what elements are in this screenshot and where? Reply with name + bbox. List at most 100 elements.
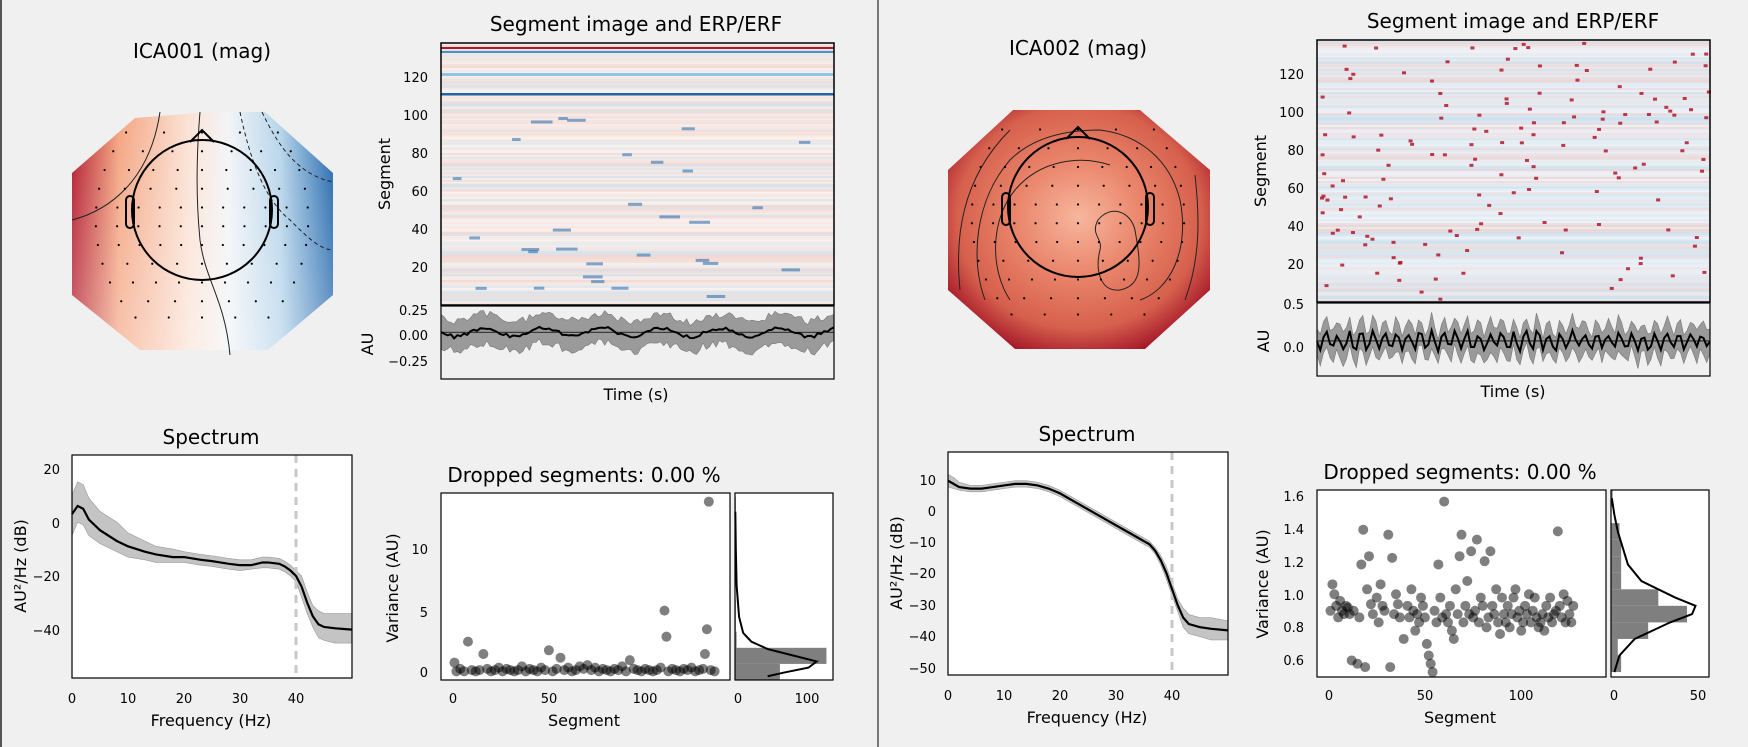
sensor-dot [267, 316, 270, 319]
image-blob [1319, 196, 1324, 200]
segment-image-bg [1317, 40, 1710, 302]
spectrum-xtick: 0 [944, 689, 952, 704]
image-row [441, 270, 834, 273]
image-blob [1584, 68, 1589, 72]
image-blob [1343, 195, 1348, 199]
image-row [441, 212, 834, 215]
scatter-point [1552, 526, 1563, 537]
image-band [441, 73, 834, 76]
topomap-ica002 [948, 110, 1210, 349]
image-row [1317, 180, 1710, 183]
sensor-dot [273, 168, 277, 172]
scatter-point [1441, 609, 1452, 620]
scatter-point [1456, 529, 1467, 540]
sensor-dot [117, 243, 120, 247]
image-blob [1638, 262, 1643, 266]
image-row [441, 285, 834, 288]
image-row [441, 44, 834, 48]
image-blob [1670, 274, 1675, 278]
image-blob [1653, 97, 1658, 101]
image-row [441, 193, 834, 196]
image-ytick: 60 [1287, 182, 1304, 197]
image-row [1317, 269, 1710, 272]
sensor-dot [222, 206, 225, 209]
spectrum-frame [947, 451, 1229, 676]
image-row [441, 220, 834, 222]
image-blob [1469, 143, 1474, 147]
spectrum-ylabel: AU²/Hz (dB) [887, 516, 906, 610]
image-blob [1370, 237, 1375, 241]
image-blob [1575, 78, 1580, 82]
image-blob [1454, 233, 1459, 237]
image-blob [798, 140, 811, 144]
sensor-dot [1056, 240, 1059, 244]
sensor-dot [1028, 165, 1031, 169]
sensor-dot [1160, 240, 1163, 244]
image-row [1317, 246, 1710, 249]
image-row [441, 178, 834, 180]
image-blob [1448, 229, 1453, 233]
image-row [441, 112, 834, 115]
spectrum-xlabel: Frequency (Hz) [1027, 708, 1148, 727]
image-blob [1664, 105, 1669, 109]
image-row [441, 288, 834, 290]
image-row [441, 77, 834, 80]
image-blob [512, 138, 521, 142]
spectrum-xtick: 40 [1164, 689, 1181, 704]
image-row [1317, 90, 1710, 92]
image-xlabel: Time (s) [1479, 382, 1545, 401]
image-blob [1560, 251, 1565, 255]
scatter-point [1373, 617, 1384, 628]
image-row [1317, 286, 1710, 289]
image-blob [1531, 121, 1536, 125]
scatter-point [462, 636, 473, 647]
image-row [441, 206, 834, 209]
scatter-point [1398, 633, 1409, 644]
image-row [441, 145, 834, 147]
image-blob [1600, 117, 1605, 121]
image-blob [706, 294, 726, 298]
head-ear-right [269, 195, 279, 229]
image-blob [1616, 176, 1621, 180]
image-row [441, 233, 834, 236]
spectrum-xtick: 20 [1052, 689, 1069, 704]
segment-image-stripes [1317, 40, 1711, 303]
hist-xtick: 100 [795, 692, 820, 707]
image-row [1317, 265, 1710, 267]
sensor-dot [278, 187, 281, 190]
image-row [441, 139, 834, 142]
sensor-dot [167, 316, 170, 319]
scatter-point [478, 648, 489, 659]
image-blob [1504, 101, 1509, 105]
sensor-dot [1076, 147, 1080, 150]
hist-xticks: 0 50 [1610, 689, 1706, 704]
erp-trace [1316, 312, 1711, 369]
image-blob [1347, 111, 1352, 115]
sensor-dot [154, 281, 158, 284]
image-row [1317, 217, 1710, 219]
sensor-dot [1076, 165, 1080, 169]
image-blob [1479, 222, 1484, 226]
image-blob [1430, 152, 1435, 156]
dropped-ytick: 1.6 [1283, 490, 1304, 505]
sensor-dot [1076, 278, 1080, 281]
spectrum-title: Spectrum [163, 425, 260, 449]
sensor-dot [1013, 222, 1016, 225]
image-ytick: 40 [1287, 220, 1304, 235]
sensor-dot [116, 225, 119, 228]
sensor-dot [1119, 203, 1122, 206]
image-row [441, 199, 834, 202]
image-blob [1542, 221, 1547, 225]
image-row [1317, 203, 1710, 206]
image-ytick: 80 [1287, 144, 1304, 159]
image-blob [1436, 253, 1441, 257]
image-blob [650, 160, 664, 164]
image-row [1317, 128, 1710, 131]
image-row [441, 104, 834, 107]
image-blob [1339, 208, 1344, 212]
sensor-dot [1161, 203, 1164, 206]
erp-ytick: 0.5 [1283, 298, 1304, 313]
image-row [1317, 57, 1710, 60]
sensor-dot [1118, 240, 1121, 244]
